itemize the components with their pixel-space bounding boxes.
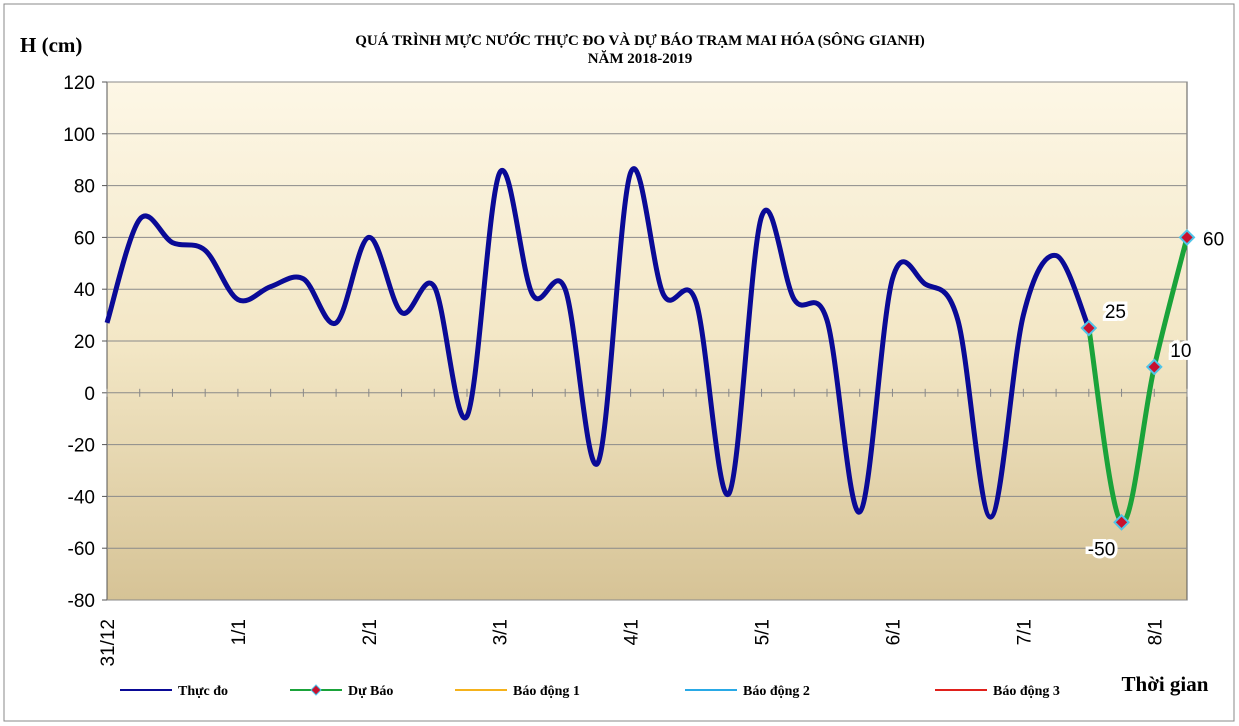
x-tick-label: 31/12	[98, 619, 119, 667]
chart-title: QUÁ TRÌNH MỰC NƯỚC THỰC ĐO VÀ DỰ BÁO TRẠ…	[355, 32, 925, 49]
marker	[1178, 228, 1196, 246]
legend-label: Dự Báo	[348, 684, 393, 699]
legend-label: Thực đo	[178, 684, 228, 699]
y-tick-label: -80	[68, 591, 95, 612]
data-label: 60	[1203, 229, 1224, 250]
data-label: 25	[1105, 302, 1126, 323]
y-axis-title: H (cm)	[20, 33, 82, 57]
grid: -80 -60 -40 -20 0 20 40 60 80 100 120 31/12 1/1 2/1 3/…	[63, 73, 1188, 667]
legend-marker	[310, 684, 322, 696]
x-axis-title: Thời gian	[1122, 672, 1209, 696]
marker	[1145, 358, 1163, 376]
legend-label: Báo động 3	[993, 684, 1060, 699]
series-line	[104, 166, 1092, 520]
legend: Thực đo Dự Báo Báo động 1 Báo động 2 Báo độn…	[120, 684, 1060, 699]
y-tick-label: 120	[63, 73, 95, 94]
legend-label: Báo động 1	[513, 684, 580, 699]
x-tick-label: 2/1	[360, 619, 381, 645]
x-tick-label: 3/1	[491, 619, 512, 645]
x-tick-label: 6/1	[883, 619, 904, 645]
series-line	[1086, 236, 1190, 525]
y-tick-label: -40	[68, 487, 95, 508]
chart-subtitle: NĂM 2018-2019	[588, 50, 693, 67]
data-label: -50	[1088, 539, 1115, 560]
y-tick-label: -60	[68, 539, 95, 560]
y-tick-label: -20	[68, 436, 95, 457]
x-tick-label: 7/1	[1014, 619, 1035, 645]
marker	[1113, 513, 1130, 531]
legend-label: Báo động 2	[743, 684, 810, 699]
x-tick-label: 1/1	[229, 619, 250, 645]
lines: 25 -50 10 60	[104, 166, 1227, 563]
x-tick-label: 4/1	[622, 619, 643, 645]
data-label: 10	[1170, 341, 1191, 362]
y-tick-label: 60	[74, 228, 95, 249]
y-tick-label: 100	[63, 125, 95, 146]
y-tick-label: 40	[74, 280, 95, 301]
marker	[1080, 319, 1098, 337]
y-tick-label: 80	[74, 177, 95, 198]
y-tick-label: 0	[84, 384, 95, 405]
x-tick-label: 5/1	[753, 619, 774, 645]
x-tick-label: 8/1	[1145, 619, 1166, 645]
y-tick-label: 20	[74, 332, 95, 353]
